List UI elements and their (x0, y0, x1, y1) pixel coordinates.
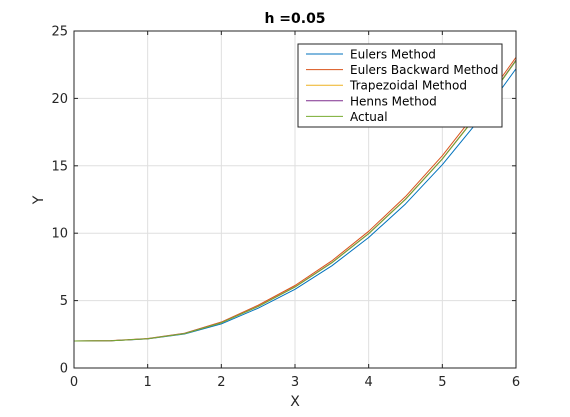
x-tick-label: 6 (512, 375, 520, 390)
ticks: 0 1 2 3 4 5 6 0 5 10 15 20 25 (51, 25, 520, 391)
x-tick-label: 5 (438, 375, 446, 390)
x-tick-label: 0 (70, 375, 78, 390)
legend-label-trapezoidal-method: Trapezoidal Method (349, 79, 467, 93)
y-tick-label: 10 (51, 227, 68, 242)
y-tick-label: 5 (60, 294, 68, 309)
y-axis-label: Y (31, 195, 47, 205)
series-line-actual (73, 60, 517, 342)
legend-label-eulers-method: Eulers Method (350, 48, 436, 62)
y-tick-label: 25 (51, 25, 68, 40)
x-tick-label: 3 (291, 375, 299, 390)
legend-label-eulers-backward-method: Eulers Backward Method (350, 63, 498, 77)
series-group (73, 56, 517, 342)
y-tick-label: 0 (60, 362, 68, 377)
y-tick-label: 20 (51, 92, 68, 107)
legend-label-actual: Actual (350, 110, 388, 124)
x-axis-label: X (290, 394, 300, 410)
y-tick-label: 15 (51, 159, 68, 174)
chart-title: h =0.05 (264, 11, 325, 27)
x-tick-label: 1 (144, 375, 152, 390)
x-tick-label: 4 (365, 375, 373, 390)
x-tick-label: 2 (217, 375, 225, 390)
legend-label-henns-method: Henns Method (350, 94, 437, 108)
